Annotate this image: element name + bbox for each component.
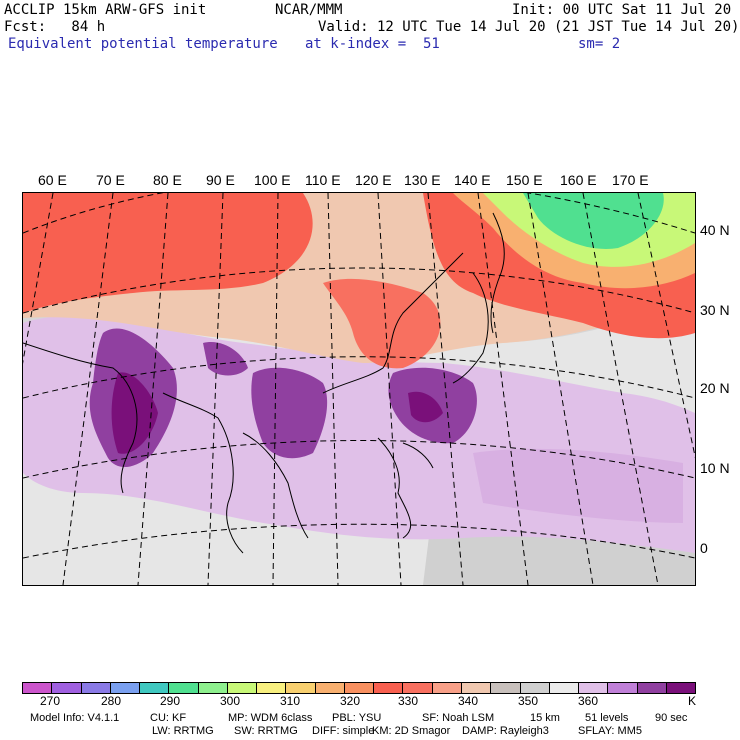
center-label: NCAR/MMM <box>275 2 343 18</box>
colorbar-tick: 280 <box>101 694 122 708</box>
lon-label: 150 E <box>506 172 543 188</box>
lat-label: 30 N <box>700 302 730 318</box>
lon-label: 80 E <box>153 172 182 188</box>
colorbar-tick: 310 <box>280 694 301 708</box>
init-time: Init: 00 UTC Sat 11 Jul 20 <box>512 2 732 18</box>
colorbar-swatch <box>608 683 638 693</box>
footer-item: PBL: YSU <box>332 712 382 724</box>
forecast-hour: Fcst: 84 h <box>4 19 106 35</box>
lon-label: 110 E <box>305 172 341 188</box>
colorbar-tick: 290 <box>160 694 181 708</box>
colorbar <box>22 682 696 694</box>
lon-label: 60 E <box>38 172 67 188</box>
colorbar-swatch <box>403 683 433 693</box>
colorbar-tick: 350 <box>518 694 539 708</box>
colorbar-unit: K <box>688 694 697 708</box>
footer-item: DAMP: Rayleigh3 <box>462 725 549 737</box>
colorbar-swatch <box>81 683 111 693</box>
colorbar-swatch <box>23 683 53 693</box>
footer-item: LW: RRTMG <box>152 725 214 737</box>
footer-item: SFLAY: MM5 <box>578 725 642 737</box>
lon-label: 120 E <box>355 172 392 188</box>
colorbar-tick: 330 <box>398 694 419 708</box>
colorbar-swatch <box>374 683 404 693</box>
colorbar-swatch <box>432 683 462 693</box>
colorbar-swatch <box>666 683 696 693</box>
lon-label: 130 E <box>404 172 441 188</box>
map-panel <box>22 192 696 586</box>
footer-item: CU: KF <box>150 712 187 724</box>
footer-item: SF: Noah LSM <box>422 712 495 724</box>
lon-label: 100 E <box>254 172 291 188</box>
coastlines <box>23 212 505 554</box>
footer-item: DIFF: simple <box>312 725 375 737</box>
field-name: Equivalent potential temperature <box>8 36 278 52</box>
graticule <box>23 193 695 585</box>
theta-e-field <box>23 193 695 585</box>
colorbar-swatch <box>344 683 375 693</box>
model-title: ACCLIP 15km ARW-GFS init <box>4 2 207 18</box>
lon-label: 160 E <box>560 172 597 188</box>
colorbar-swatch <box>491 683 521 693</box>
colorbar-swatch <box>227 683 258 693</box>
footer-item: Model Info: V4.1.1 <box>30 712 120 724</box>
lon-label: 70 E <box>96 172 125 188</box>
footer-item: 15 km <box>530 712 560 724</box>
colorbar-tick: 340 <box>458 694 479 708</box>
lon-label: 90 E <box>206 172 235 188</box>
lat-label: 40 N <box>700 222 730 238</box>
colorbar-swatch <box>257 683 287 693</box>
colorbar-swatch <box>637 683 667 693</box>
colorbar-swatch <box>169 683 199 693</box>
colorbar-swatch <box>520 683 550 693</box>
colorbar-tick: 300 <box>220 694 241 708</box>
footer-item: 51 levels <box>585 712 629 724</box>
footer-item: KM: 2D Smagor <box>372 725 451 737</box>
colorbar-swatch <box>198 683 228 693</box>
lat-label: 0 <box>700 540 708 556</box>
colorbar-swatch <box>461 683 492 693</box>
lon-label: 140 E <box>454 172 491 188</box>
colorbar-swatch <box>140 683 170 693</box>
colorbar-tick: 320 <box>340 694 361 708</box>
colorbar-tick: 270 <box>40 694 61 708</box>
colorbar-swatch <box>286 683 316 693</box>
colorbar-swatch <box>52 683 82 693</box>
footer-item: SW: RRTMG <box>234 725 298 737</box>
colorbar-swatch <box>315 683 345 693</box>
colorbar-swatch <box>549 683 580 693</box>
valid-time: Valid: 12 UTC Tue 14 Jul 20 (21 JST Tue … <box>318 19 740 35</box>
footer-item: MP: WDM 6class <box>228 712 313 724</box>
smooth-label: sm= 2 <box>578 36 621 52</box>
colorbar-swatch <box>579 683 609 693</box>
footer-item: 90 sec <box>655 712 688 724</box>
lat-label: 10 N <box>700 460 730 476</box>
colorbar-tick: 360 <box>578 694 599 708</box>
colorbar-swatch <box>110 683 141 693</box>
level-label: at k-index = 51 <box>305 36 440 52</box>
lon-label: 170 E <box>612 172 649 188</box>
lat-label: 20 N <box>700 380 730 396</box>
